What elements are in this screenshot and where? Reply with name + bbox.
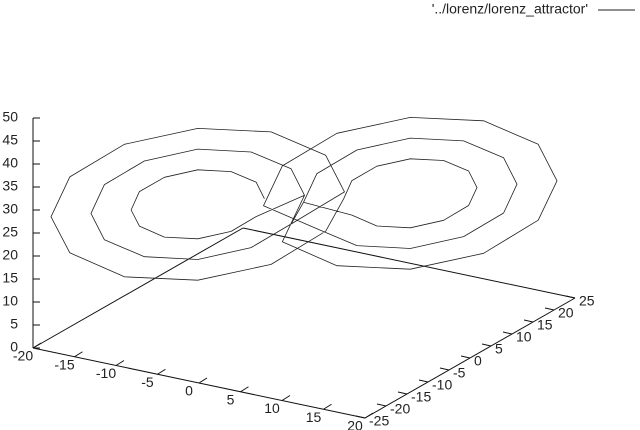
base-edge — [242, 227, 576, 299]
z-tick-label: 25 — [2, 224, 18, 240]
y-tick — [502, 331, 513, 335]
x-tick-label: -20 — [13, 348, 33, 364]
y-tick — [439, 367, 450, 371]
x-tick-label: 0 — [185, 383, 193, 399]
x-tick-label: 20 — [347, 418, 363, 430]
z-tick-label: 45 — [2, 132, 18, 148]
y-tick — [544, 307, 555, 311]
y-tick-label: 20 — [558, 305, 574, 321]
x-tick — [157, 368, 166, 375]
x-tick-label: -15 — [54, 356, 74, 372]
z-tick-label: 35 — [2, 178, 18, 194]
y-tick-label: -20 — [390, 401, 410, 417]
x-tick — [364, 412, 374, 419]
y-tick-label: -10 — [432, 377, 452, 393]
z-tick-label: 10 — [2, 293, 18, 309]
x-tick-label: 15 — [306, 409, 322, 425]
x-tick — [32, 342, 42, 349]
y-tick-label: 15 — [537, 317, 553, 333]
z-tick-label: 50 — [2, 109, 18, 125]
x-tick-label: 5 — [227, 391, 235, 407]
y-tick — [376, 403, 387, 407]
y-tick — [565, 295, 576, 299]
y-tick-label: 25 — [579, 293, 595, 309]
y-tick-label: 10 — [516, 329, 532, 345]
legend-label: '../lorenz/lorenz_attractor' — [432, 1, 588, 17]
z-tick-label: 40 — [2, 155, 18, 171]
x-tick — [281, 395, 291, 401]
x-tick — [115, 360, 125, 366]
z-tick-label: 5 — [10, 316, 18, 332]
y-tick — [481, 343, 492, 347]
z-tick-label: 0 — [10, 339, 18, 355]
x-tick-label: -10 — [96, 365, 116, 381]
z-tick-label: 15 — [2, 270, 18, 286]
trajectory — [50, 117, 558, 281]
z-tick-label: 30 — [2, 201, 18, 217]
y-tick — [355, 415, 366, 419]
base-edge — [32, 227, 244, 349]
x-tick-label: -5 — [141, 374, 154, 390]
y-tick-label: -5 — [453, 365, 466, 381]
y-tick-label: 0 — [474, 353, 482, 369]
x-tick — [74, 351, 83, 358]
x-tick — [323, 403, 332, 410]
y-tick-label: 5 — [495, 341, 503, 357]
y-tick — [397, 391, 408, 395]
y-tick — [418, 379, 429, 383]
x-tick — [240, 386, 249, 393]
x-tick — [198, 377, 208, 384]
y-tick-label: -25 — [369, 413, 389, 429]
x-tick-label: 10 — [264, 400, 280, 416]
y-tick — [460, 355, 471, 359]
y-tick-label: -15 — [411, 389, 431, 405]
z-tick-label: 20 — [2, 247, 18, 263]
y-tick — [523, 319, 534, 323]
